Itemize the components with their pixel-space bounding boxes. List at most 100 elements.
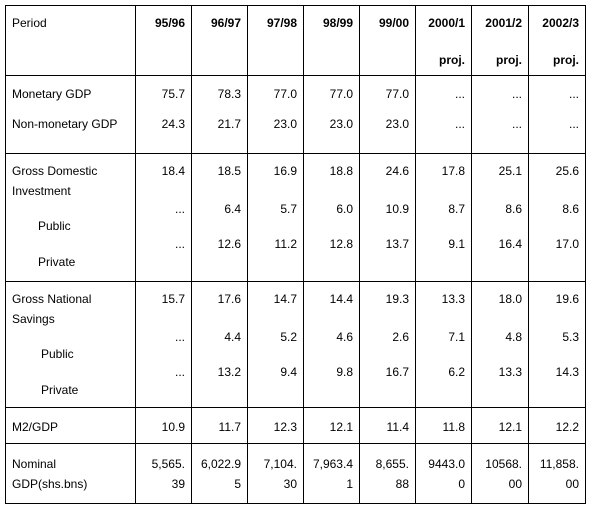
gns-label-line2: Savings <box>12 312 55 326</box>
gns-public-value: 7.1 <box>448 330 465 344</box>
gns-public-value: 4.4 <box>224 330 241 344</box>
gdi-cell: 25.1 8.6 16.4 <box>471 153 529 282</box>
proj-mark: proj. <box>496 53 522 67</box>
gdi-cell: 18.4...... <box>135 153 192 282</box>
gdp-labels: Monetary GDP Non-monetary GDP <box>5 75 136 154</box>
gns-public-label: Public <box>41 347 74 361</box>
nominal-gdp-value-line1: 6,022.9 <box>200 457 241 471</box>
nominal-gdp-cell: 8,655. 88 <box>359 443 416 504</box>
gdi-label-line1: Gross Domestic <box>12 164 98 178</box>
gns-labels: Gross National Savings Public Private <box>5 281 136 408</box>
m2-value: 12.1 <box>498 420 522 434</box>
nonmonetary-gdp-value: 21.7 <box>217 117 241 131</box>
m2-value: 12.3 <box>273 420 297 434</box>
gns-private-label: Private <box>41 383 79 397</box>
gns-public-value: 5.2 <box>280 330 297 344</box>
m2-cell: 12.1 <box>471 407 529 444</box>
gns-label-line1: Gross National <box>12 292 92 306</box>
gdi-row: Gross Domestic Investment Public Private… <box>5 153 586 282</box>
gdi-cell: 17.8 8.7 9.1 <box>415 153 472 282</box>
period-label: Period <box>12 16 47 30</box>
gdp-cell: ...... <box>415 75 472 154</box>
m2-label-cell: M2/GDP <box>5 407 136 444</box>
gdi-public-value: 6.0 <box>336 202 353 216</box>
nonmonetary-gdp-value: ... <box>568 117 579 131</box>
gdi-public-value: 8.6 <box>562 202 579 216</box>
gdi-total-value: 16.9 <box>273 164 297 178</box>
nominal-gdp-value-line2: 0 <box>458 477 465 491</box>
nominal-gdp-value-line1: 10568. <box>485 457 522 471</box>
gns-cell: 17.6 4.4 13.2 <box>191 281 248 408</box>
header-row: Period 95/96 96/97 97/98 98/99 99/00 200… <box>5 5 586 76</box>
m2-value: 12.2 <box>555 420 579 434</box>
gdi-private-value: 16.4 <box>498 237 522 251</box>
gdi-total-value: 24.6 <box>385 164 409 178</box>
gdp-cell: 77.0 23.0 <box>247 75 304 154</box>
gdi-total-value: 25.6 <box>555 164 579 178</box>
nominal-gdp-value-line1: 11,858. <box>539 457 579 471</box>
m2-cell: 11.4 <box>359 407 416 444</box>
gns-private-value: ... <box>174 365 185 379</box>
gns-cell: 19.3 2.6 16.7 <box>359 281 416 408</box>
gdi-total-value: 17.8 <box>441 164 465 178</box>
gdi-cell: 16.9 5.7 11.2 <box>247 153 304 282</box>
gns-public-value: ... <box>174 330 185 344</box>
column-year: 2000/1 <box>428 16 465 30</box>
monetary-gdp-value: 77.0 <box>273 87 297 101</box>
m2-cell: 12.2 <box>528 407 586 444</box>
gdi-total-value: 18.4 <box>161 164 185 178</box>
nominal-gdp-value-line2: 00 <box>565 477 579 491</box>
gns-public-value: 4.6 <box>336 330 353 344</box>
column-year: 97/98 <box>266 16 297 30</box>
gns-private-value: 13.3 <box>498 365 522 379</box>
monetary-gdp-value: ... <box>454 87 465 101</box>
nominal-gdp-cell: 6,022.9 5 <box>191 443 248 504</box>
nominal-gdp-cell: 9443.0 0 <box>415 443 472 504</box>
monetary-gdp-value: ... <box>568 87 579 101</box>
column-header: 2000/1 proj. <box>415 5 472 76</box>
nonmonetary-gdp-value: 24.3 <box>161 117 185 131</box>
nominal-gdp-cell: 10568. 00 <box>471 443 529 504</box>
column-year: 99/00 <box>378 16 409 30</box>
nominal-gdp-value-line1: 7,963.4 <box>312 457 353 471</box>
gdp-cell: ...... <box>471 75 529 154</box>
m2-cell: 12.1 <box>303 407 360 444</box>
gns-cell: 18.0 4.8 13.3 <box>471 281 529 408</box>
period-header: Period <box>5 5 136 76</box>
m2-value: 10.9 <box>161 420 185 434</box>
gdi-public-value: 8.7 <box>448 202 465 216</box>
economic-indicators-table: Period 95/96 96/97 97/98 98/99 99/00 200… <box>5 5 586 504</box>
gns-cell: 15.7...... <box>135 281 192 408</box>
gns-public-value: 2.6 <box>392 330 409 344</box>
column-year: 96/97 <box>210 16 241 30</box>
nominal-gdp-label-line2: GDP(shs.bns) <box>12 477 88 491</box>
gns-private-value: 13.2 <box>217 365 241 379</box>
monetary-gdp-label: Monetary GDP <box>12 87 92 101</box>
proj-mark: proj. <box>439 53 465 67</box>
m2-cell: 11.8 <box>415 407 472 444</box>
gdi-private-value: ... <box>174 237 185 251</box>
gdp-cell: ...... <box>528 75 586 154</box>
gns-public-value: 4.8 <box>505 330 522 344</box>
gdi-public-value: ... <box>174 202 185 216</box>
m2-value: 11.7 <box>218 420 241 434</box>
gdi-cell: 18.5 6.4 12.6 <box>191 153 248 282</box>
column-header: 95/96 <box>135 5 192 76</box>
gns-total-value: 17.6 <box>217 292 241 306</box>
nominal-gdp-value-line2: 39 <box>171 477 185 491</box>
gdp-row: Monetary GDP Non-monetary GDP 75.7 24.3 7… <box>5 75 586 154</box>
nominal-gdp-value-line1: 7,104. <box>263 457 297 471</box>
m2-value: 11.4 <box>386 420 409 434</box>
column-header: 2001/2 proj. <box>471 5 529 76</box>
m2-cell: 10.9 <box>135 407 192 444</box>
m2-value: 12.1 <box>329 420 353 434</box>
gdi-cell: 18.8 6.0 12.8 <box>303 153 360 282</box>
gdp-cell: 77.0 23.0 <box>303 75 360 154</box>
nonmonetary-gdp-value: ... <box>511 117 522 131</box>
gns-cell: 19.6 5.3 14.3 <box>528 281 586 408</box>
gns-private-value: 9.8 <box>336 365 353 379</box>
column-header: 97/98 <box>247 5 304 76</box>
gns-total-value: 19.6 <box>555 292 579 306</box>
gdi-private-value: 13.7 <box>385 237 409 251</box>
gdp-cell: 77.0 23.0 <box>359 75 416 154</box>
